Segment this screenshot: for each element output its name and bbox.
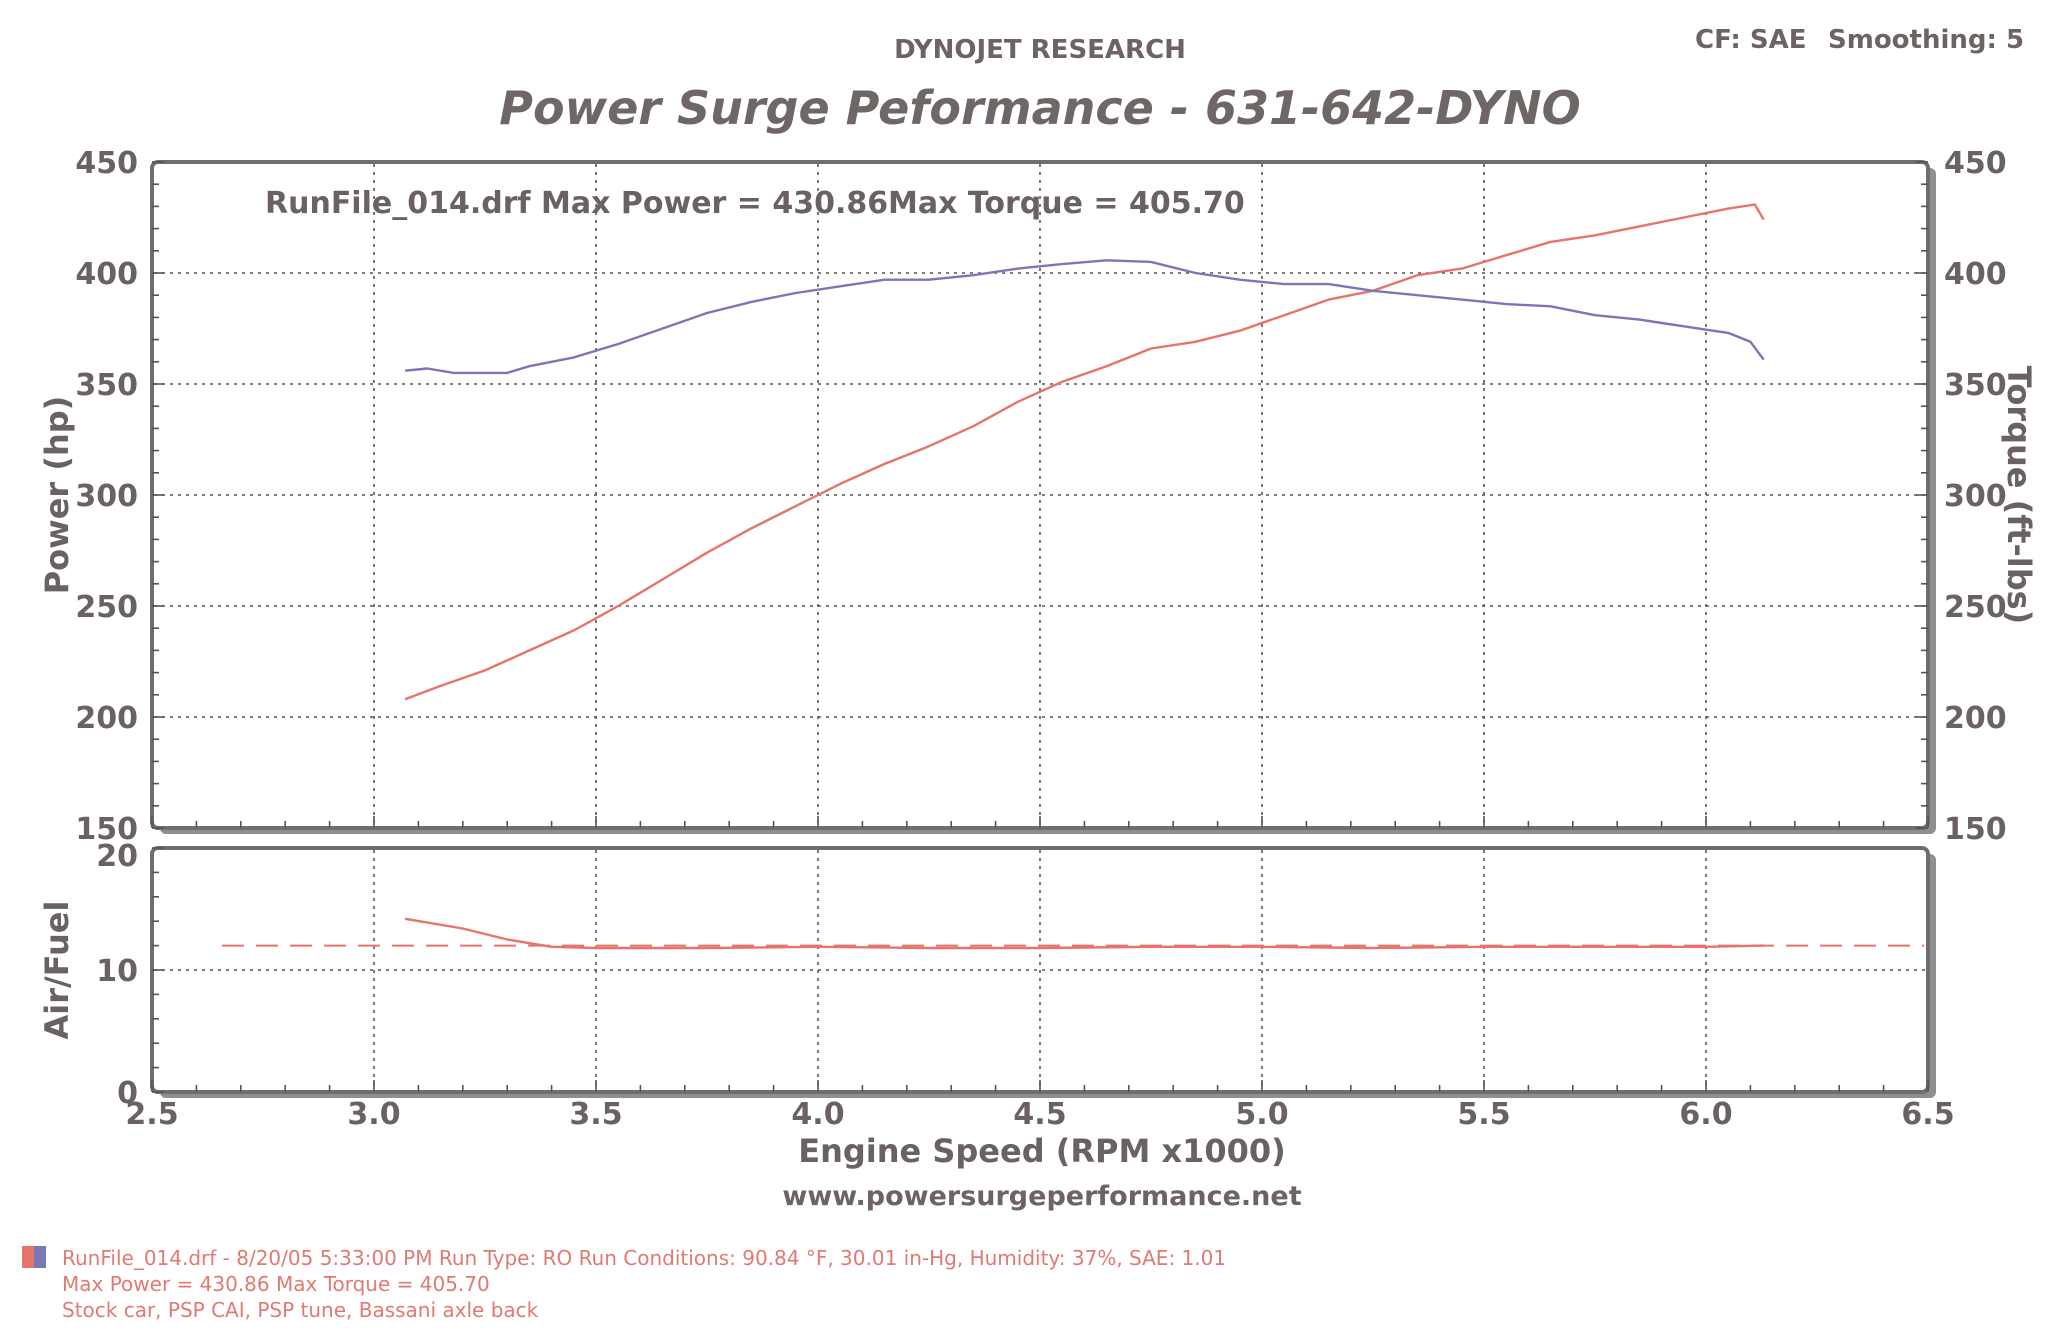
rpm-tick-2.5: 2.5	[125, 1097, 178, 1132]
power-axis-label: Power (hp)	[38, 396, 76, 595]
cf-label: CF: SAE	[1695, 25, 1806, 55]
torque-tick-250: 250	[1944, 590, 2007, 625]
run-legend: RunFile_014.drf - 8/20/05 5:33:00 PM Run…	[22, 1246, 1226, 1322]
torque-tick-200: 200	[1944, 701, 2007, 736]
rpm-tick-3.0: 3.0	[347, 1097, 400, 1132]
upper-minor-ticks	[151, 161, 1929, 829]
torque-tick-300: 300	[1944, 479, 2007, 514]
page-title: Power Surge Peformance - 631-642-DYNO	[499, 81, 1580, 135]
air-fuel-curve	[404, 917, 1764, 950]
rpm-axis-label: Engine Speed (RPM x1000)	[798, 1132, 1286, 1170]
rpm-tick-3.5: 3.5	[569, 1097, 622, 1132]
power-tick-200: 200	[75, 701, 138, 736]
torque-tick-350: 350	[1944, 368, 2007, 403]
lower-grid	[154, 850, 1926, 1090]
footer-run-info: RunFile_014.drf - 8/20/05 5:33:00 PM Run…	[62, 1246, 1226, 1270]
torque-curve	[404, 259, 1765, 375]
rpm-tick-4.0: 4.0	[791, 1097, 844, 1132]
air-fuel-panel	[150, 846, 1936, 1098]
lower-minor-ticks	[151, 847, 1929, 1093]
power-tick-400: 400	[75, 257, 138, 292]
torque-axis-label: Torque (ft-lbs)	[2000, 366, 2038, 625]
air-fuel-axis-tick-labels: 0 10 20	[96, 839, 138, 1111]
max-power-annotation: RunFile_014.drf Max Power = 430.86	[265, 186, 888, 221]
company-name: DYNOJET RESEARCH	[894, 35, 1186, 65]
power-tick-250: 250	[75, 590, 138, 625]
rpm-tick-5.0: 5.0	[1235, 1097, 1288, 1132]
torque-axis-tick-labels: 150 200 250 300 350 400 450	[1944, 146, 2007, 847]
legend-swatch-power	[22, 1246, 34, 1268]
rpm-tick-4.5: 4.5	[1013, 1097, 1066, 1132]
torque-tick-150: 150	[1944, 812, 2007, 847]
air-fuel-tick-0: 0	[117, 1076, 138, 1111]
air-fuel-tick-20: 20	[96, 839, 138, 874]
footer-max-values: Max Power = 430.86 Max Torque = 405.70	[62, 1272, 490, 1296]
rpm-axis-tick-labels: 2.5 3.0 3.5 4.0 4.5 5.0 5.5 6.0 6.5	[125, 1097, 1954, 1132]
legend-swatch-torque	[34, 1246, 46, 1268]
footer-notes: Stock car, PSP CAI, PSP tune, Bassani ax…	[62, 1298, 539, 1322]
power-tick-300: 300	[75, 479, 138, 514]
torque-tick-450: 450	[1944, 146, 2007, 181]
smoothing-label: Smoothing: 5	[1828, 25, 2024, 55]
power-curve	[404, 203, 1765, 701]
power-torque-panel: RunFile_014.drf Max Power = 430.86 Max T…	[150, 160, 1936, 834]
power-tick-150: 150	[75, 812, 138, 847]
power-tick-350: 350	[75, 368, 138, 403]
lower-series	[222, 917, 1924, 950]
torque-tick-400: 400	[1944, 257, 2007, 292]
website-url: www.powersurgeperformance.net	[782, 1181, 1301, 1212]
rpm-tick-6.0: 6.0	[1679, 1097, 1732, 1132]
rpm-tick-6.5: 6.5	[1901, 1097, 1954, 1132]
air-fuel-tick-10: 10	[96, 954, 138, 989]
max-torque-annotation: Max Torque = 405.70	[888, 186, 1245, 221]
rpm-tick-5.5: 5.5	[1457, 1097, 1510, 1132]
upper-series	[404, 203, 1765, 701]
air-fuel-axis-label: Air/Fuel	[38, 901, 76, 1040]
power-tick-450: 450	[75, 146, 138, 181]
power-axis-tick-labels: 150 200 250 300 350 400 450	[75, 146, 138, 847]
